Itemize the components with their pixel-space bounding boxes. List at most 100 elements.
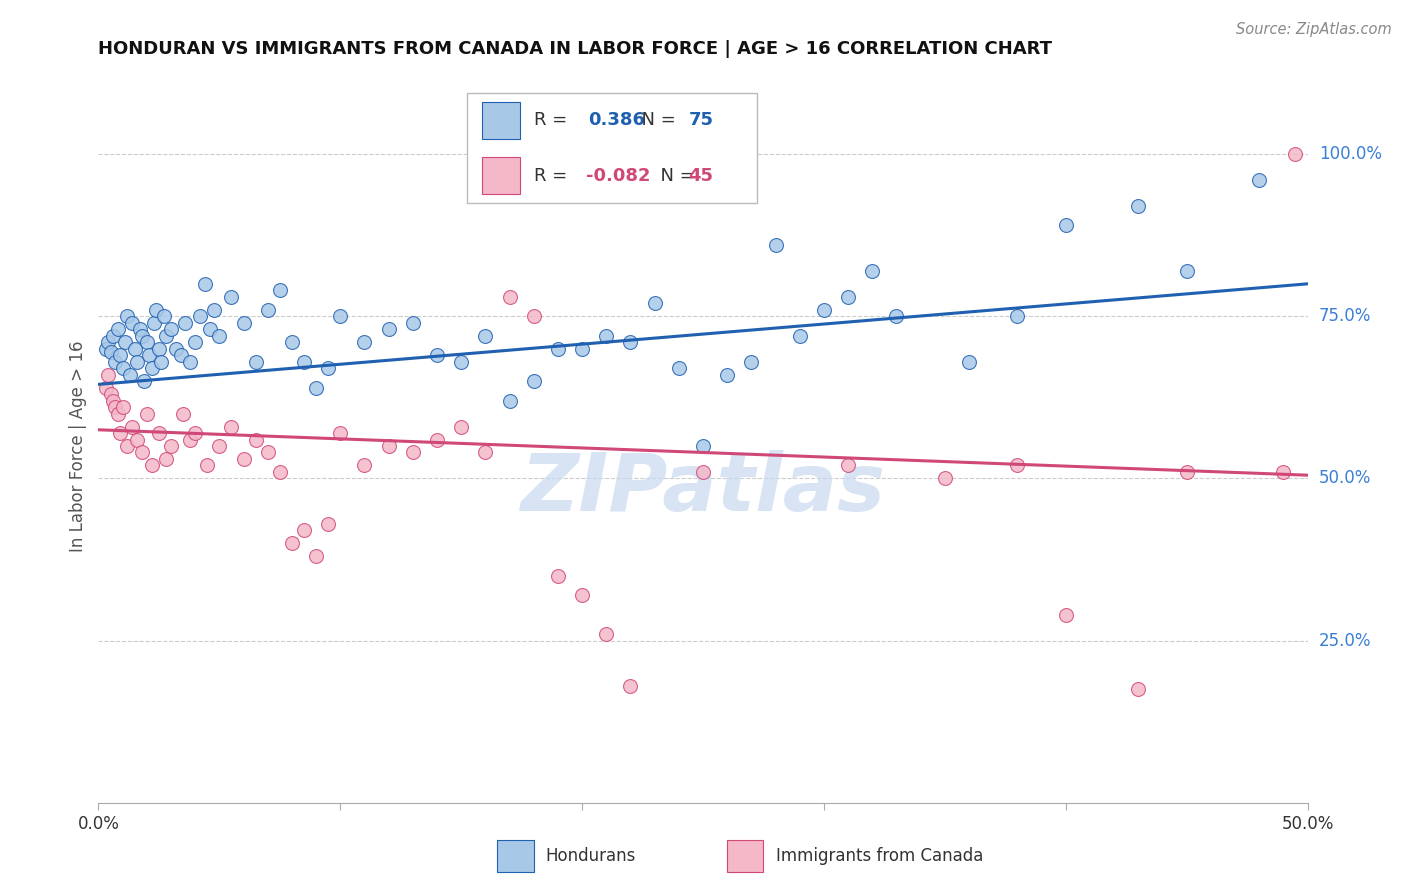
Point — [245, 354, 267, 368]
Point — [104, 400, 127, 414]
Point — [619, 335, 641, 350]
Point — [172, 407, 194, 421]
Point — [94, 342, 117, 356]
Point — [1128, 199, 1150, 213]
FancyBboxPatch shape — [467, 93, 758, 203]
Point — [281, 536, 304, 550]
Text: HONDURAN VS IMMIGRANTS FROM CANADA IN LABOR FORCE | AGE > 16 CORRELATION CHART: HONDURAN VS IMMIGRANTS FROM CANADA IN LA… — [98, 40, 1053, 58]
Point — [245, 433, 267, 447]
FancyBboxPatch shape — [727, 840, 763, 872]
Text: Source: ZipAtlas.com: Source: ZipAtlas.com — [1236, 22, 1392, 37]
Point — [124, 342, 146, 356]
Text: 75.0%: 75.0% — [1319, 307, 1371, 326]
Point — [523, 374, 546, 388]
Point — [111, 361, 134, 376]
Point — [292, 354, 315, 368]
Point — [160, 322, 183, 336]
Point — [145, 302, 167, 317]
Point — [117, 439, 139, 453]
Point — [716, 368, 738, 382]
Point — [450, 419, 472, 434]
Point — [100, 387, 122, 401]
Point — [377, 322, 399, 336]
Point — [329, 425, 352, 440]
Point — [100, 345, 122, 359]
Point — [135, 407, 157, 421]
Point — [128, 322, 150, 336]
FancyBboxPatch shape — [482, 102, 520, 139]
Text: 0.386: 0.386 — [588, 112, 645, 129]
Point — [813, 302, 835, 317]
Point — [221, 290, 243, 304]
Point — [644, 296, 666, 310]
Point — [135, 335, 157, 350]
FancyBboxPatch shape — [498, 840, 534, 872]
Point — [571, 588, 593, 602]
Point — [131, 445, 153, 459]
Point — [121, 419, 143, 434]
Text: 75: 75 — [689, 112, 713, 129]
Point — [619, 679, 641, 693]
Text: 50.0%: 50.0% — [1319, 469, 1371, 487]
Point — [498, 290, 520, 304]
FancyBboxPatch shape — [482, 157, 520, 194]
Point — [1054, 607, 1077, 622]
Point — [402, 316, 425, 330]
Point — [107, 407, 129, 421]
Point — [94, 381, 117, 395]
Point — [108, 425, 131, 440]
Point — [886, 310, 908, 324]
Point — [474, 445, 496, 459]
Point — [837, 290, 859, 304]
Point — [256, 302, 278, 317]
Point — [174, 316, 197, 330]
Point — [353, 335, 375, 350]
Text: ZIPatlas: ZIPatlas — [520, 450, 886, 528]
Point — [402, 445, 425, 459]
Point — [141, 361, 163, 376]
Point — [198, 322, 221, 336]
Point — [1284, 147, 1306, 161]
Point — [1054, 219, 1077, 233]
Point — [547, 342, 569, 356]
Point — [837, 458, 859, 473]
Point — [155, 328, 177, 343]
Text: 45: 45 — [689, 167, 713, 185]
Point — [152, 310, 174, 324]
Point — [101, 328, 124, 343]
Text: R =: R = — [534, 167, 572, 185]
Point — [269, 465, 291, 479]
Point — [97, 335, 120, 350]
Text: 100.0%: 100.0% — [1319, 145, 1382, 163]
Point — [353, 458, 375, 473]
Point — [114, 335, 136, 350]
Point — [1007, 458, 1029, 473]
Point — [148, 342, 170, 356]
Point — [104, 354, 127, 368]
Point — [692, 465, 714, 479]
Point — [127, 433, 149, 447]
Point — [595, 627, 617, 641]
Point — [179, 354, 201, 368]
Point — [134, 374, 156, 388]
Point — [143, 316, 166, 330]
Point — [155, 452, 177, 467]
Point — [256, 445, 278, 459]
Point — [1007, 310, 1029, 324]
Text: Immigrants from Canada: Immigrants from Canada — [776, 847, 983, 865]
Point — [108, 348, 131, 362]
Point — [957, 354, 980, 368]
Point — [138, 348, 160, 362]
Point — [329, 310, 352, 324]
Point — [195, 458, 218, 473]
Point — [1175, 264, 1198, 278]
Point — [595, 328, 617, 343]
Point — [232, 452, 254, 467]
Point — [232, 316, 254, 330]
Point — [292, 524, 315, 538]
Point — [107, 322, 129, 336]
Point — [165, 342, 187, 356]
Point — [860, 264, 883, 278]
Point — [1175, 465, 1198, 479]
Point — [740, 354, 762, 368]
